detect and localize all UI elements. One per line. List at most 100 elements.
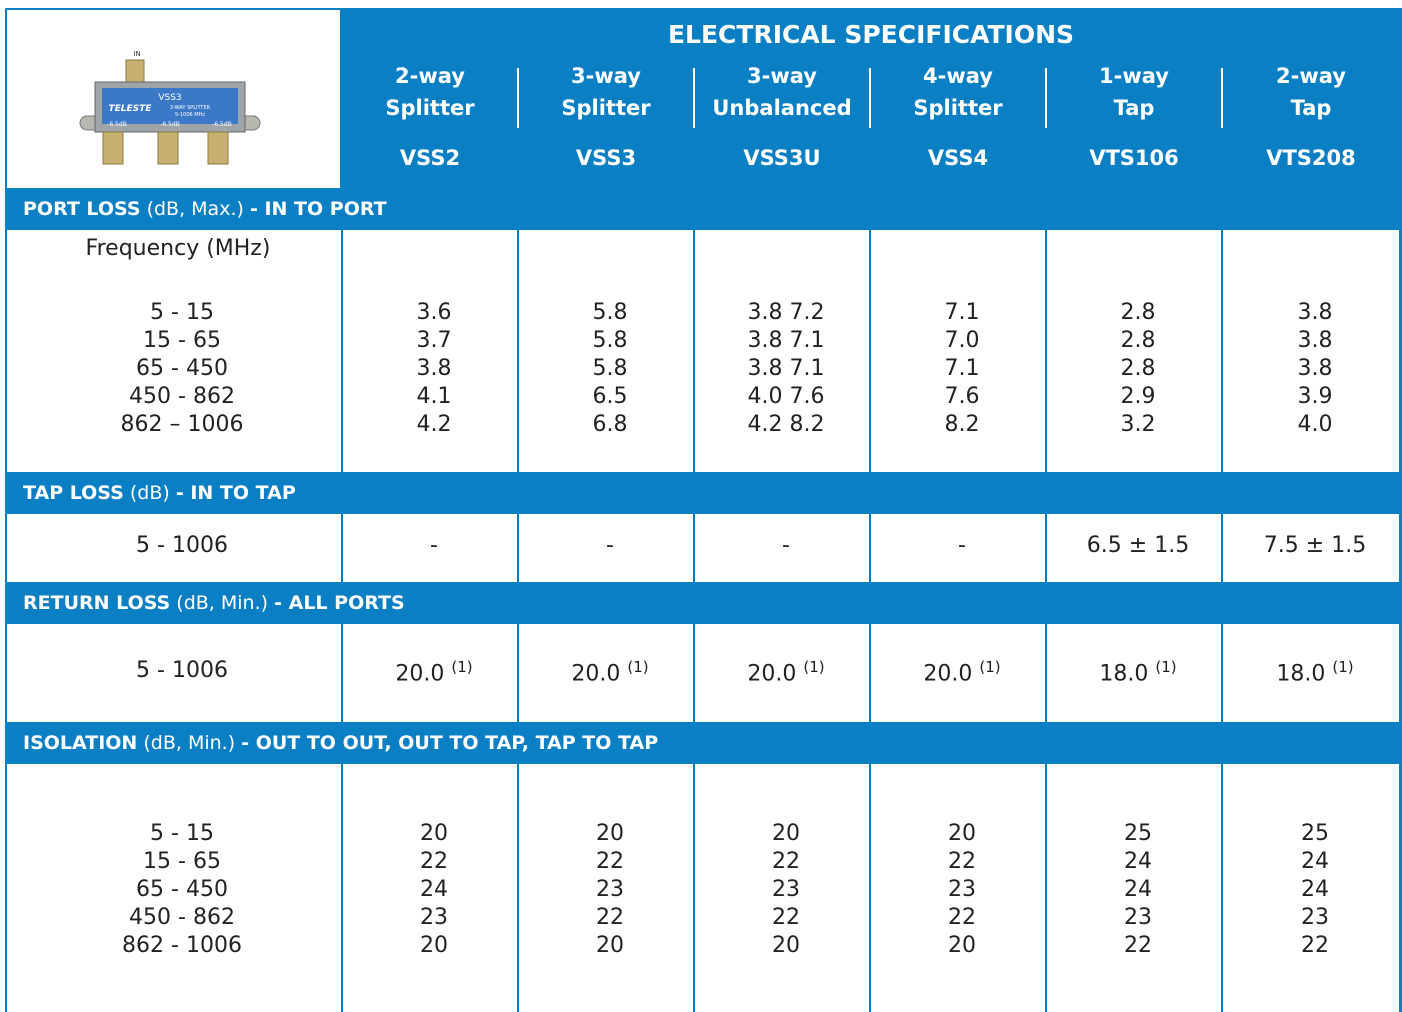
row-label: 65 - 450 xyxy=(136,877,228,902)
value: 3.8 xyxy=(417,356,452,381)
value-cell: 20 xyxy=(772,933,800,958)
row-label: 65 - 450 xyxy=(136,356,228,381)
column-divider xyxy=(341,764,343,1012)
row-label: 862 – 1006 xyxy=(121,412,244,437)
value-cell: 2.8 xyxy=(1121,328,1156,353)
column-divider xyxy=(1221,514,1223,582)
column-model: VTS106 xyxy=(1046,146,1222,170)
section-title: TAP LOSS xyxy=(23,482,124,504)
value-cell: 4.2 8.2 xyxy=(748,412,825,437)
header-divider xyxy=(517,68,519,128)
column-divider xyxy=(1221,624,1223,722)
header-divider xyxy=(1221,68,1223,128)
value: - xyxy=(606,533,614,558)
column-type: 3-way xyxy=(518,64,694,88)
value: 18.0 xyxy=(1099,661,1148,686)
column-type: Splitter xyxy=(870,96,1046,120)
value-cell: 3.6 xyxy=(417,300,452,325)
row-label: 5 - 1006 xyxy=(136,658,228,683)
row-label: 15 - 65 xyxy=(143,328,221,353)
value-cell: 3.8 xyxy=(1298,300,1333,325)
value-cell: 22 xyxy=(596,849,624,874)
value: 3.8 7.1 xyxy=(748,328,825,353)
column-divider xyxy=(1399,514,1401,582)
header-divider xyxy=(869,68,871,128)
value-cell: 23 xyxy=(1124,905,1152,930)
value: 2.9 xyxy=(1121,384,1156,409)
value-cell: 25 xyxy=(1124,821,1152,846)
value-cell: 4.1 xyxy=(417,384,452,409)
value-cell: 7.5 ± 1.5 xyxy=(1264,533,1366,558)
column-divider xyxy=(517,514,519,582)
row-label: 5 - 15 xyxy=(150,821,214,846)
value: 6.5 ± 1.5 xyxy=(1087,533,1189,558)
footnote: (1) xyxy=(627,658,648,676)
column-divider xyxy=(693,624,695,722)
value-cell: 20 xyxy=(420,821,448,846)
value: 23 xyxy=(948,877,976,902)
value-cell: 22 xyxy=(772,849,800,874)
value-cell: 7.6 xyxy=(945,384,980,409)
value: 2.8 xyxy=(1121,300,1156,325)
value-cell: 2.8 xyxy=(1121,356,1156,381)
value: 20.0 xyxy=(395,661,444,686)
value: 6.8 xyxy=(593,412,628,437)
value: 20 xyxy=(772,821,800,846)
value-cell: 4.0 xyxy=(1298,412,1333,437)
section-note: (dB) xyxy=(130,482,170,504)
value: 20 xyxy=(772,933,800,958)
column-divider xyxy=(517,764,519,1012)
row-label: 862 - 1006 xyxy=(122,933,242,958)
column-divider xyxy=(517,624,519,722)
value-cell: 22 xyxy=(1301,933,1329,958)
value: 4.0 xyxy=(1298,412,1333,437)
value-cell: 20.0 (1) xyxy=(923,658,1000,686)
value: 4.2 8.2 xyxy=(748,412,825,437)
column-type: 1-way xyxy=(1046,64,1222,88)
value: 24 xyxy=(1301,849,1329,874)
column-divider xyxy=(1221,230,1223,472)
value: 5.8 xyxy=(593,356,628,381)
value: 18.0 xyxy=(1276,661,1325,686)
value-cell: 23 xyxy=(596,877,624,902)
value: 22 xyxy=(596,905,624,930)
value-cell: 22 xyxy=(772,905,800,930)
value: 3.8 7.1 xyxy=(748,356,825,381)
value: 22 xyxy=(596,849,624,874)
value: 23 xyxy=(1124,905,1152,930)
value-cell: 6.5 xyxy=(593,384,628,409)
value: 20.0 xyxy=(923,661,972,686)
value-cell: 20.0 (1) xyxy=(395,658,472,686)
value-cell: 20.0 (1) xyxy=(571,658,648,686)
value-cell: 24 xyxy=(1301,877,1329,902)
column-divider xyxy=(869,514,871,582)
column-divider xyxy=(1221,764,1223,1012)
value: 24 xyxy=(420,877,448,902)
value-cell: 18.0 (1) xyxy=(1099,658,1176,686)
value-cell: 25 xyxy=(1301,821,1329,846)
value: 4.2 xyxy=(417,412,452,437)
frame-top xyxy=(5,8,345,10)
value: 2.8 xyxy=(1121,356,1156,381)
value: 23 xyxy=(1301,905,1329,930)
row-label-header: Frequency (MHz) xyxy=(86,236,271,261)
value-cell: 7.1 xyxy=(945,300,980,325)
value-cell: 3.7 xyxy=(417,328,452,353)
value: 22 xyxy=(420,849,448,874)
column-divider xyxy=(1045,230,1047,472)
column-divider xyxy=(869,764,871,1012)
column-model: VSS3 xyxy=(518,146,694,170)
value: 7.1 xyxy=(945,356,980,381)
value-cell: 7.0 xyxy=(945,328,980,353)
photo-label: 3-WAY SPLITTER xyxy=(170,105,211,111)
section-suffix: - OUT TO OUT, OUT TO TAP, TAP TO TAP xyxy=(241,732,658,754)
row-label: 450 - 862 xyxy=(129,905,235,930)
row-label: 450 - 862 xyxy=(129,384,235,409)
value: 22 xyxy=(948,849,976,874)
value-cell: 3.8 xyxy=(1298,356,1333,381)
footnote: (1) xyxy=(451,658,472,676)
value: 23 xyxy=(420,905,448,930)
footnote: (1) xyxy=(1332,658,1353,676)
value-cell: 6.8 xyxy=(593,412,628,437)
value: 3.8 7.2 xyxy=(748,300,825,325)
